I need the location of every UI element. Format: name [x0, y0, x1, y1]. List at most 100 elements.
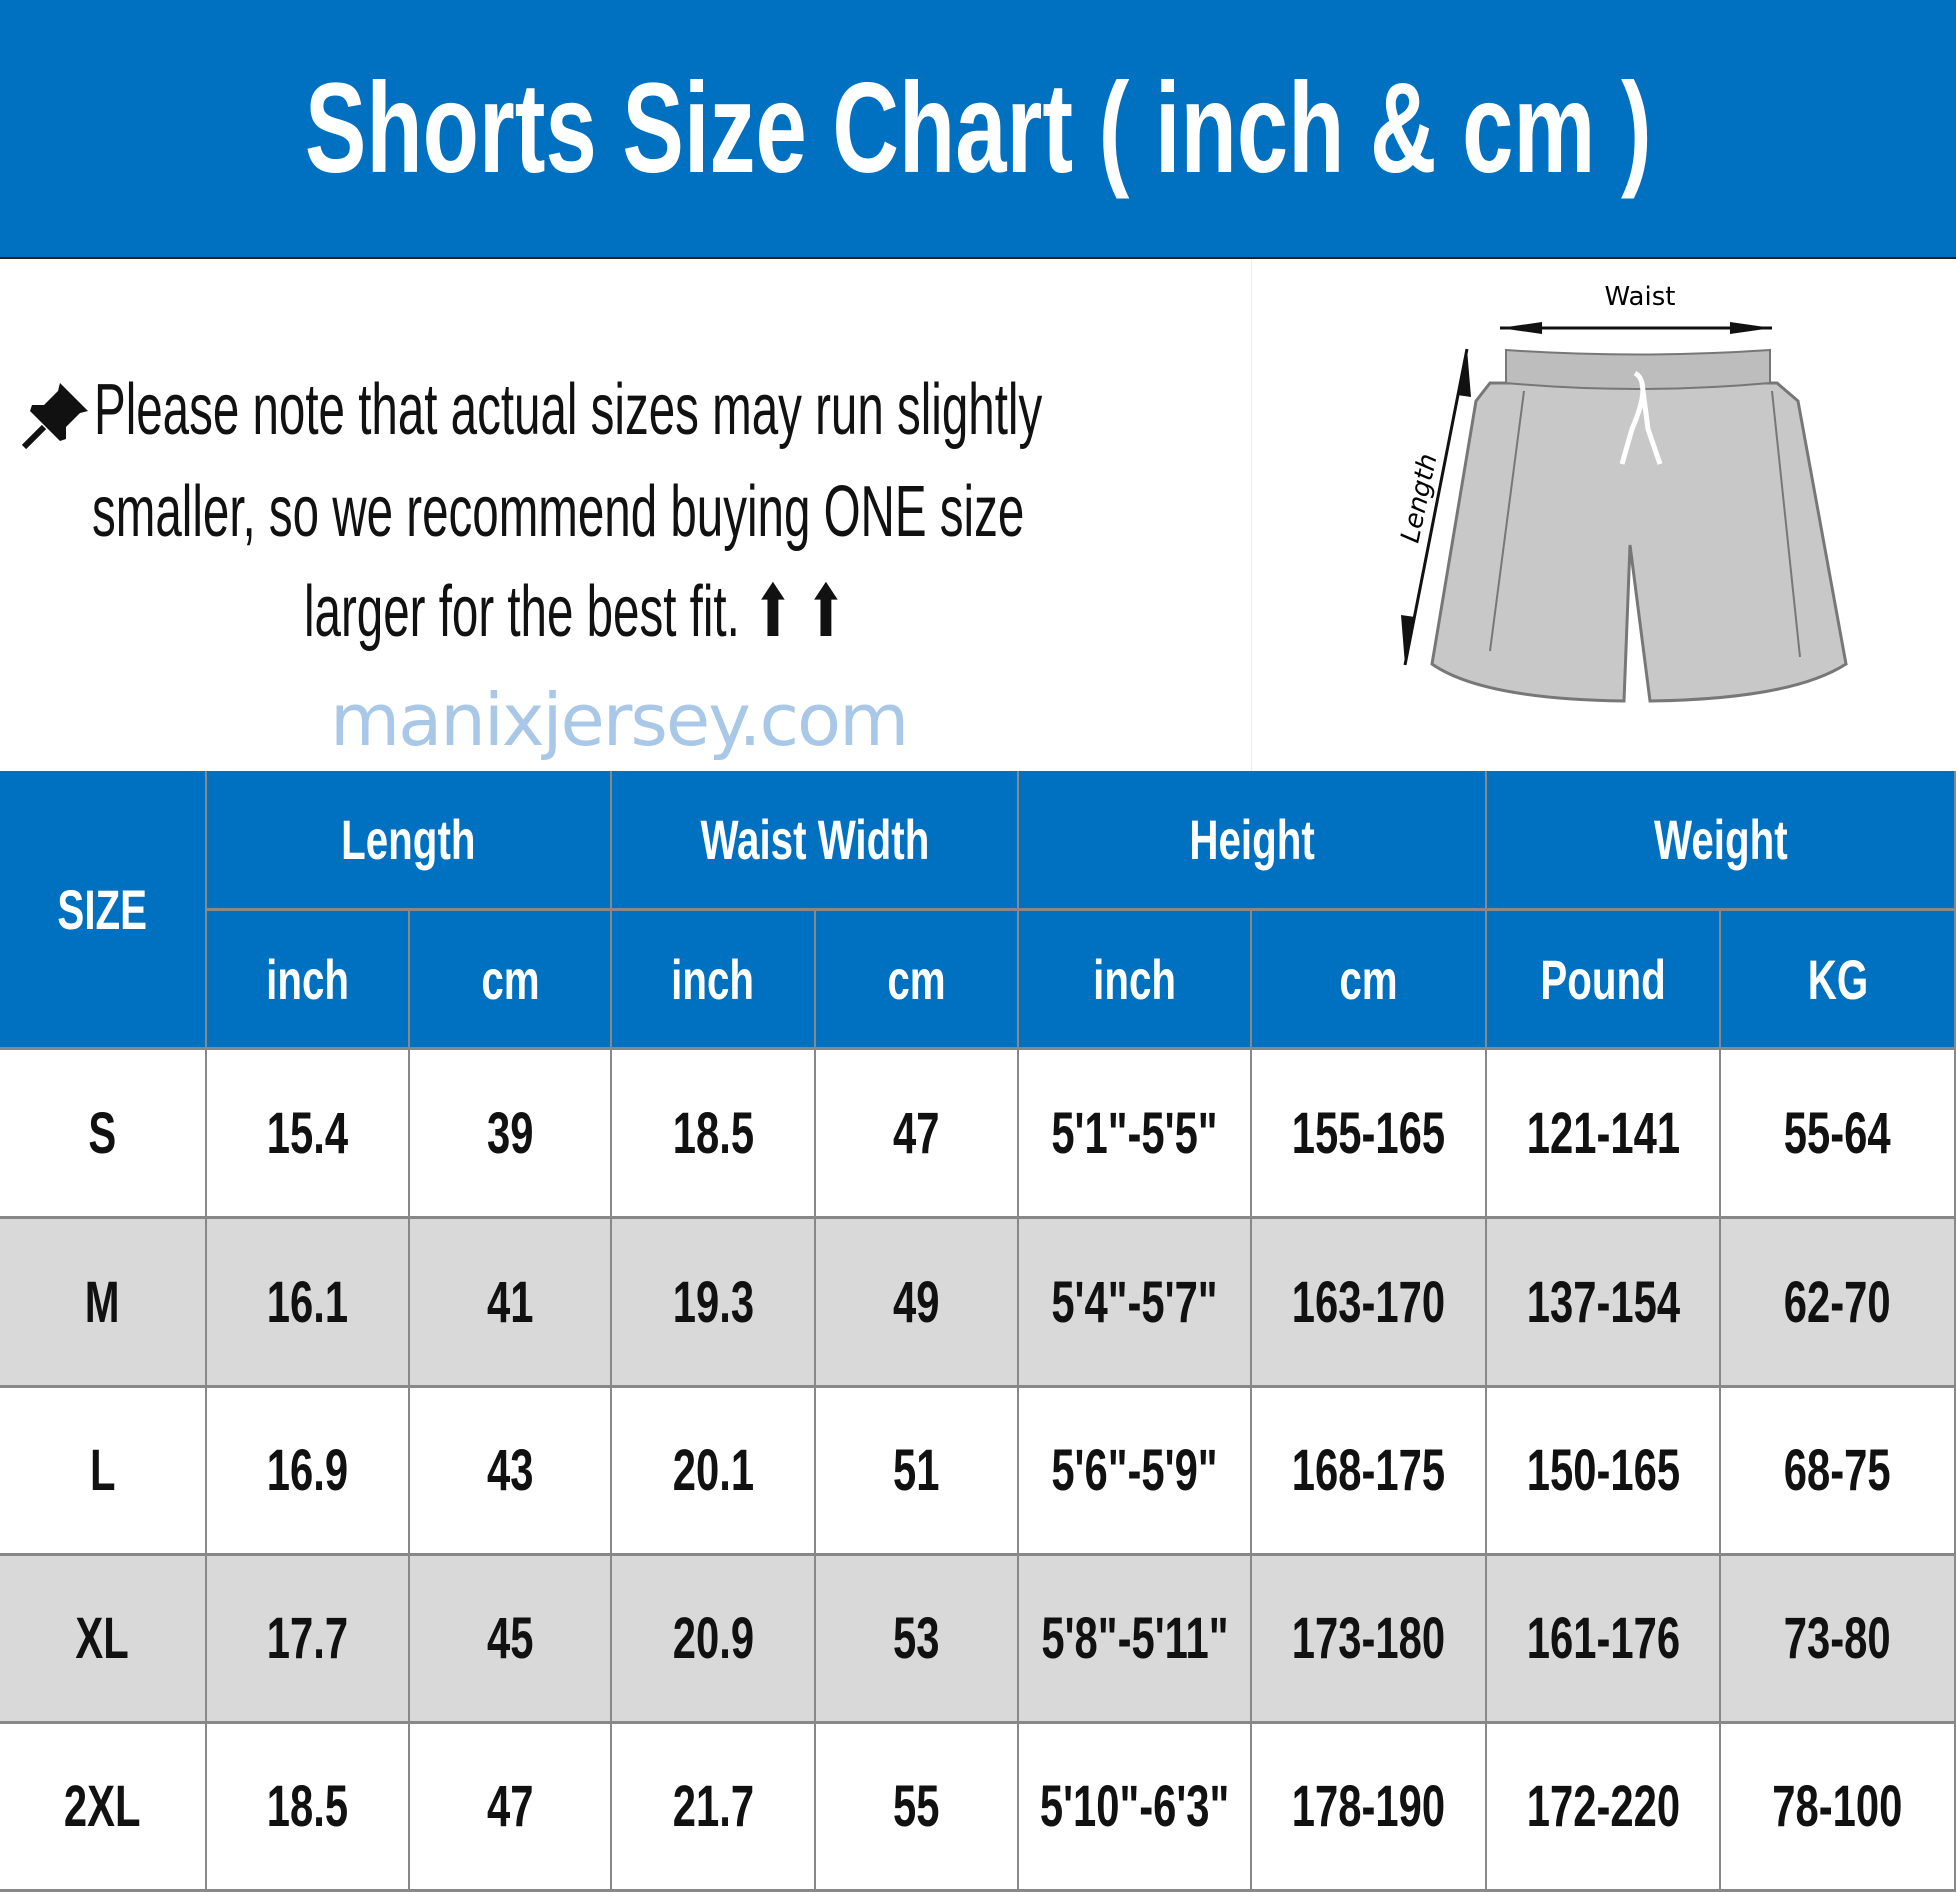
table-cell-text: 178-190: [1291, 1774, 1446, 1839]
size-cell-text: 2XL: [64, 1774, 141, 1839]
note-line-2: smaller, so we recommend buying ONE size: [92, 472, 1025, 552]
table-cell: 5'6"-5'9": [1019, 1388, 1252, 1556]
table-cell: 16.1: [207, 1219, 410, 1388]
table-cell-text: 5'1"-5'5": [1051, 1100, 1218, 1166]
table-cell-text: 21.7: [672, 1774, 754, 1839]
table-cell: 5'4"-5'7": [1019, 1219, 1252, 1388]
table-cell-text: 78-100: [1772, 1774, 1903, 1839]
group-header-text: Length: [341, 808, 476, 871]
table-cell: 137-154: [1487, 1219, 1721, 1388]
table-cell-text: 150-165: [1526, 1438, 1680, 1503]
waistband: [1505, 348, 1771, 390]
table-cell-text: 5'8"-5'11": [1040, 1606, 1229, 1671]
table-cell-text: 137-154: [1526, 1269, 1680, 1335]
table-cell: 18.5: [207, 1724, 410, 1892]
size-cell: 2XL: [0, 1724, 207, 1892]
table-cell-text: 62-70: [1784, 1269, 1891, 1335]
subheader-text: cm: [480, 947, 540, 1011]
waist-label: Waist: [1605, 282, 1676, 312]
table-cell-text: 155-165: [1291, 1100, 1446, 1166]
shorts-body: [1430, 381, 1848, 703]
size-cell: M: [0, 1219, 207, 1388]
size-cell-text: L: [89, 1438, 116, 1503]
table-cell: 168-175: [1252, 1388, 1487, 1556]
table-cell-text: 16.1: [266, 1269, 349, 1335]
subheader: inch: [207, 911, 410, 1050]
table-cell-text: 16.9: [266, 1438, 349, 1503]
length-arrow: [1403, 348, 1469, 666]
table-cell-text: 173-180: [1291, 1606, 1446, 1671]
group-header-text: Height: [1189, 808, 1315, 871]
table-cell: 41: [410, 1219, 612, 1388]
size-cell: XL: [0, 1556, 207, 1724]
table-cell-text: 53: [893, 1606, 940, 1671]
group-header: Waist Width: [612, 771, 1019, 911]
subheader: Pound: [1487, 911, 1721, 1050]
table-cell: 155-165: [1252, 1050, 1487, 1219]
table-cell: 5'8"-5'11": [1019, 1556, 1252, 1724]
subheader: cm: [410, 911, 612, 1050]
subheader: inch: [1019, 911, 1252, 1050]
subheader-text: cm: [887, 947, 946, 1011]
table-cell: 51: [816, 1388, 1019, 1556]
table-cell: 78-100: [1721, 1724, 1956, 1892]
table-cell-text: 20.1: [672, 1438, 754, 1503]
table-cell: 5'10"-6'3": [1019, 1724, 1252, 1892]
table-cell-text: 5'4"-5'7": [1051, 1269, 1218, 1335]
table-cell: 39: [410, 1050, 612, 1219]
table-cell: 47: [816, 1050, 1019, 1219]
table-cell: 173-180: [1252, 1556, 1487, 1724]
table-cell: 19.3: [612, 1219, 816, 1388]
table-cell: 55-64: [1721, 1050, 1956, 1219]
table-cell-text: 15.4: [266, 1100, 349, 1166]
size-cell-text: S: [88, 1100, 117, 1166]
table-cell-text: 41: [486, 1269, 534, 1335]
table-cell-text: 19.3: [672, 1269, 754, 1335]
group-header-text: Weight: [1653, 808, 1788, 871]
table-cell: 20.9: [612, 1556, 816, 1724]
table-cell: 150-165: [1487, 1388, 1721, 1556]
table-cell: 16.9: [207, 1388, 410, 1556]
table-cell: 161-176: [1487, 1556, 1721, 1724]
table-cell: 17.7: [207, 1556, 410, 1724]
subheader-text: inch: [266, 947, 349, 1011]
subheader-text: Pound: [1540, 947, 1666, 1011]
size-table: SIZE Length Waist Width Height Weight inch cm i…: [0, 771, 1956, 1892]
subheader: inch: [612, 911, 816, 1050]
group-header: Weight: [1487, 771, 1956, 911]
table-cell: 178-190: [1252, 1724, 1487, 1892]
table-cell-text: 39: [486, 1100, 534, 1166]
table-cell-text: 17.7: [266, 1606, 349, 1671]
table-cell-text: 163-170: [1291, 1269, 1446, 1335]
table-cell: 21.7: [612, 1724, 816, 1892]
table-cell-text: 18.5: [672, 1100, 754, 1166]
table-cell: 53: [816, 1556, 1019, 1724]
table-cell-text: 172-220: [1526, 1774, 1680, 1839]
table-cell-text: 168-175: [1291, 1438, 1446, 1503]
table-cell-text: 55: [893, 1774, 940, 1839]
subheader-text: KG: [1807, 947, 1868, 1011]
watermark: manixjersey.com: [330, 678, 909, 762]
subheader-text: inch: [1093, 947, 1176, 1011]
table-cell-text: 161-176: [1526, 1606, 1680, 1671]
table-cell-text: 18.5: [266, 1774, 349, 1839]
table-cell: 49: [816, 1219, 1019, 1388]
group-header-text: Waist Width: [700, 808, 929, 871]
table-cell: 62-70: [1721, 1219, 1956, 1388]
table-cell: 5'1"-5'5": [1019, 1050, 1252, 1219]
title-banner: Shorts Size Chart ( inch & cm ): [0, 0, 1956, 259]
table-cell: 121-141: [1487, 1050, 1721, 1219]
subheader-text: cm: [1339, 947, 1398, 1011]
table-cell: 45: [410, 1556, 612, 1724]
size-cell-text: XL: [75, 1606, 130, 1671]
table-cell: 20.1: [612, 1388, 816, 1556]
table-cell-text: 73-80: [1784, 1606, 1891, 1671]
size-cell-text: M: [85, 1269, 120, 1335]
note-line-1: Please note that actual sizes may run sl…: [94, 370, 1043, 450]
note-line-3: larger for the best fit. ⬆ ⬆: [304, 572, 846, 652]
table-cell-text: 55-64: [1784, 1100, 1891, 1166]
table-cell-text: 20.9: [672, 1606, 754, 1671]
table-cell-text: 121-141: [1526, 1100, 1680, 1166]
size-cell: L: [0, 1388, 207, 1556]
size-header-text: SIZE: [57, 877, 148, 941]
